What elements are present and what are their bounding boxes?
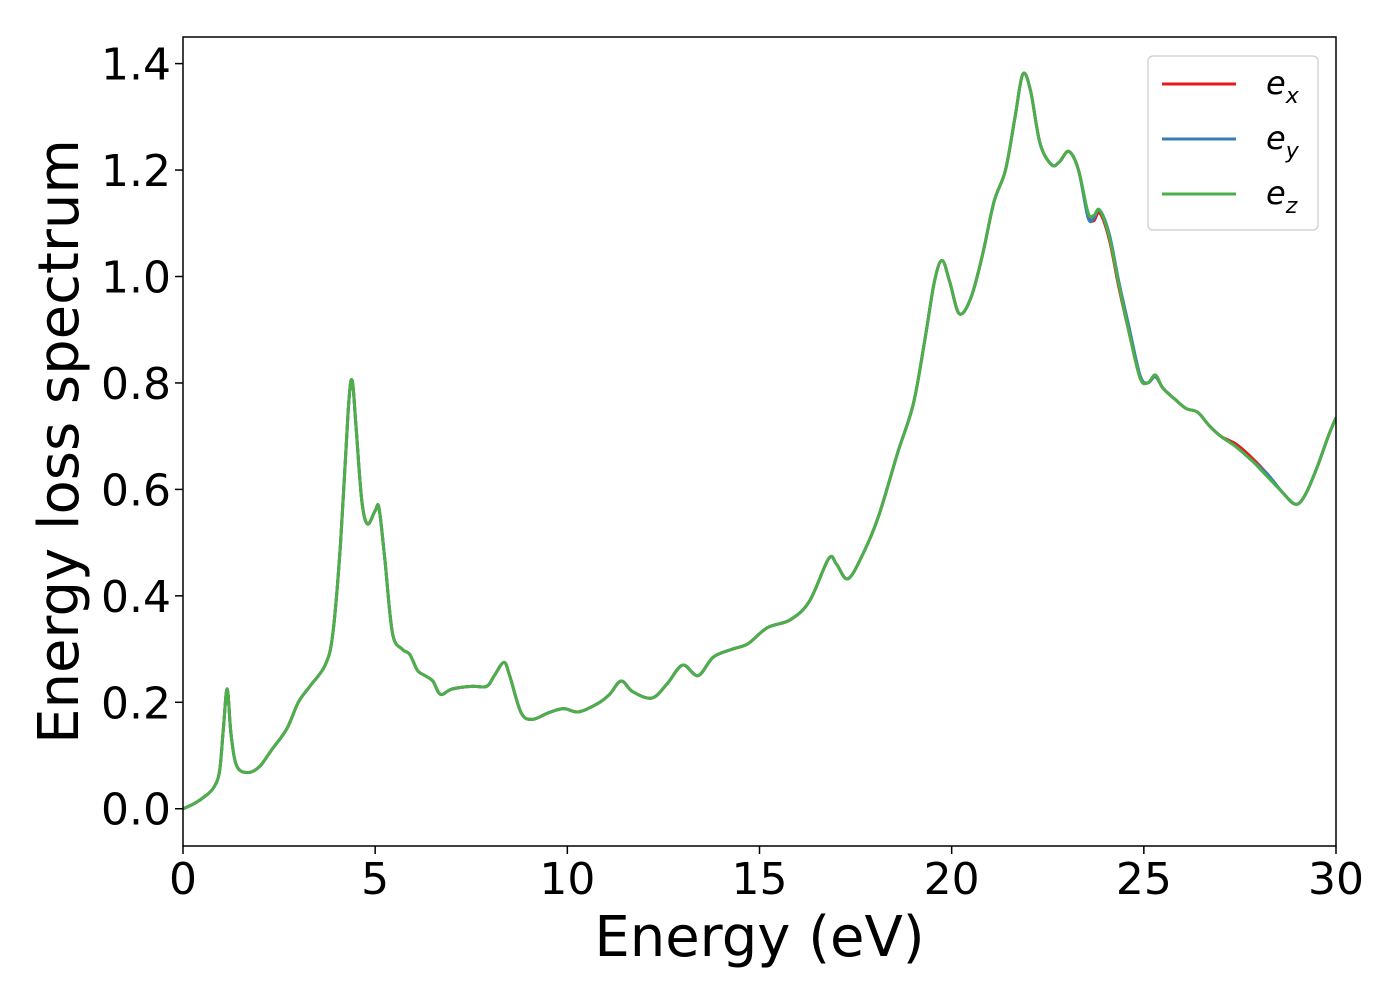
y-tick-label: 0.6 [101, 465, 171, 516]
legend-label-base: e [1266, 174, 1286, 212]
x-axis-label: Energy (eV) [594, 905, 924, 970]
y-tick-label: 1.2 [101, 146, 171, 197]
series-layer [183, 71, 1336, 811]
legend-label-base: e [1266, 64, 1286, 102]
y-tick-label: 0.2 [101, 678, 171, 729]
x-tick-label: 15 [732, 854, 788, 905]
legend-label-y: ey [1266, 119, 1300, 164]
legend-label-z: ez [1266, 174, 1298, 219]
series-line-z [183, 71, 1336, 811]
legend-label-x: ex [1266, 64, 1300, 109]
x-tick-label: 25 [1116, 854, 1172, 905]
legend-label-subscript: x [1285, 84, 1300, 109]
y-tick-label: 0.4 [101, 572, 171, 623]
legend-label-base: e [1266, 119, 1286, 157]
x-tick-label: 30 [1308, 854, 1364, 905]
y-tick-label: 1.0 [101, 253, 171, 304]
legend-label-subscript: z [1285, 194, 1298, 219]
legend-label-subscript: y [1285, 139, 1300, 164]
y-axis-label: Energy loss spectrum [27, 139, 92, 744]
ticks-layer: 0 5 10 15 20 25 30 0.0 0.2 0.4 0.6 0.8 1.0 1.2 1.4 [101, 40, 1364, 905]
y-tick-label: 1.4 [101, 40, 171, 91]
legend-box [1147, 55, 1319, 231]
y-tick-label: 0.0 [101, 785, 171, 836]
x-tick-label: 10 [539, 854, 595, 905]
x-tick-label: 5 [361, 854, 389, 905]
x-tick-label: 20 [924, 854, 980, 905]
y-tick-label: 0.8 [101, 359, 171, 410]
x-tick-label: 0 [169, 854, 197, 905]
